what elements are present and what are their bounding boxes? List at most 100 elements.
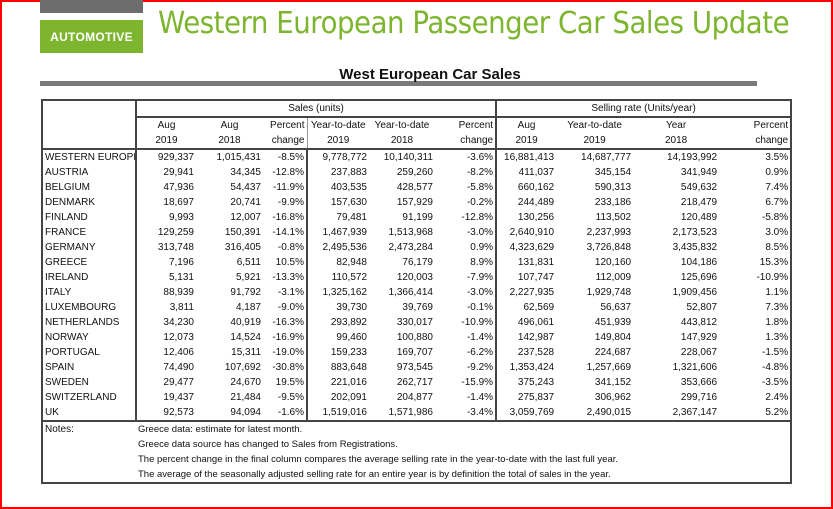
country-name: SWEDEN	[45, 376, 89, 388]
data-cell: 20,741	[230, 196, 261, 208]
country-name: NORWAY	[45, 331, 89, 343]
note-text: Greece data source has changed to Sales …	[138, 438, 398, 450]
table-row: FRANCE 129,259 150,391 -14.1% 1,467,939 1,513…	[42, 225, 791, 240]
data-cell: 1,353,424	[495, 360, 557, 375]
data-cell: 19.5%	[275, 376, 304, 388]
data-cell: 929,337	[135, 149, 196, 165]
data-cell: 8.9%	[470, 256, 494, 268]
table-row: FINLAND 9,993 12,007 -16.8% 79,481 91,199 -12.…	[42, 210, 791, 225]
data-cell: 131,831	[495, 255, 557, 270]
data-cell: 120,489	[680, 211, 718, 223]
note-text: Greece data: estimate for latest month.	[138, 423, 303, 435]
data-cell: 52,807	[686, 301, 718, 313]
data-cell: -30.8%	[272, 361, 304, 373]
data-cell: 40,919	[230, 316, 261, 328]
table-row: GERMANY 313,748 316,405 -0.8% 2,495,536 2,473…	[42, 240, 791, 255]
data-cell: 3.0%	[765, 226, 789, 238]
data-cell: 221,016	[306, 375, 369, 390]
data-cell: 973,545	[396, 361, 433, 373]
data-cell: 3,726,848	[586, 241, 632, 253]
data-cell: 275,837	[495, 390, 557, 405]
data-cell: -3.0%	[466, 226, 494, 238]
header-gray-bar	[40, 0, 143, 13]
data-cell: -6.2%	[466, 346, 494, 358]
data-cell: 0.9%	[470, 241, 494, 253]
data-cell: 91,792	[230, 286, 261, 298]
automotive-badge: AUTOMOTIVE	[40, 20, 143, 53]
column-header: 2018	[196, 133, 263, 150]
country-name: WESTERN EUROPE	[45, 151, 136, 163]
data-cell: 3,435,832	[672, 241, 718, 253]
table-row: PORTUGAL 12,406 15,311 -19.0% 159,233 169,707…	[42, 345, 791, 360]
data-cell: 3,811	[135, 300, 196, 315]
data-cell: -1.4%	[466, 391, 494, 403]
data-cell: 12,007	[230, 211, 261, 223]
column-header: Percent	[753, 119, 789, 131]
data-cell: 330,017	[396, 316, 433, 328]
data-cell: -1.5%	[762, 346, 789, 358]
data-cell: -3.6%	[466, 151, 494, 163]
notes-row: Greece data source has changed to Sales …	[42, 437, 791, 452]
data-cell: 1,366,414	[388, 286, 434, 298]
data-cell: 237,528	[495, 345, 557, 360]
column-header: 2018	[369, 133, 435, 150]
column-header: Percent	[458, 119, 494, 131]
data-cell: 428,577	[396, 181, 433, 193]
data-cell: 147,929	[680, 331, 718, 343]
data-cell: 1,909,456	[672, 286, 718, 298]
data-cell: -3.1%	[277, 286, 304, 298]
data-cell: 104,186	[680, 256, 718, 268]
data-cell: 2,227,935	[495, 285, 557, 300]
column-header: Aug	[135, 117, 196, 133]
data-cell: -9.9%	[277, 196, 304, 208]
data-cell: -9.5%	[277, 391, 304, 403]
column-header-row: Aug Aug Percent Year-to-date Year-to-date Per…	[42, 117, 791, 133]
data-cell: -13.3%	[272, 271, 304, 283]
column-header: 2019	[306, 133, 369, 150]
country-name: PORTUGAL	[45, 346, 100, 358]
data-cell: 7.3%	[765, 301, 789, 313]
data-cell: 5,131	[135, 270, 196, 285]
data-cell: 14,193,992	[667, 151, 718, 163]
table-row: NETHERLANDS 34,230 40,919 -16.3% 293,892 330,…	[42, 315, 791, 330]
note-text: The average of the seasonally adjusted s…	[138, 468, 611, 480]
data-cell: 549,632	[680, 181, 718, 193]
data-cell: 204,877	[396, 391, 433, 403]
data-cell: 299,716	[680, 391, 718, 403]
data-cell: 157,929	[396, 196, 433, 208]
column-header: change	[719, 133, 792, 150]
data-cell: 2,237,993	[586, 226, 632, 238]
data-cell: -3.0%	[466, 286, 494, 298]
data-cell: 12,073	[135, 330, 196, 345]
column-header: Year-to-date	[567, 119, 622, 131]
notes-row: The percent change in the final column c…	[42, 452, 791, 467]
column-header: 2019	[495, 133, 557, 150]
data-cell: 244,489	[495, 195, 557, 210]
table-row: DENMARK 18,697 20,741 -9.9% 157,630 157,929 -0…	[42, 195, 791, 210]
data-cell: 7.4%	[765, 181, 789, 193]
page-title: Western European Passenger Car Sales Upd…	[158, 6, 790, 41]
data-cell: -16.8%	[272, 211, 304, 223]
data-cell: -3.4%	[435, 405, 497, 422]
table-row: GREECE 7,196 6,511 10.5% 82,948 76,179 8.9% 131…	[42, 255, 791, 270]
data-cell: 4,323,629	[495, 240, 557, 255]
data-cell: -7.9%	[466, 271, 494, 283]
data-cell: 91,199	[402, 211, 433, 223]
data-cell: 233,186	[594, 196, 632, 208]
data-cell: 2,495,536	[306, 240, 369, 255]
data-cell: -1.6%	[263, 405, 307, 422]
notes-spacer	[42, 437, 136, 452]
data-cell: -10.9%	[461, 316, 494, 328]
data-cell: 79,481	[306, 210, 369, 225]
data-cell: 1,257,669	[586, 361, 632, 373]
column-header-row: 2019 2018 change 2019 2018 change 2019 2019 2018…	[42, 133, 792, 150]
data-cell: 883,648	[306, 360, 369, 375]
data-cell: 1,015,431	[216, 151, 262, 163]
data-cell: 403,535	[306, 180, 369, 195]
data-cell: 39,730	[306, 300, 369, 315]
data-cell: 14,687,777	[581, 151, 632, 163]
data-cell: 3.5%	[765, 151, 789, 163]
column-header: Year-to-date	[374, 119, 430, 131]
group-sales: Sales (units)	[134, 100, 497, 118]
